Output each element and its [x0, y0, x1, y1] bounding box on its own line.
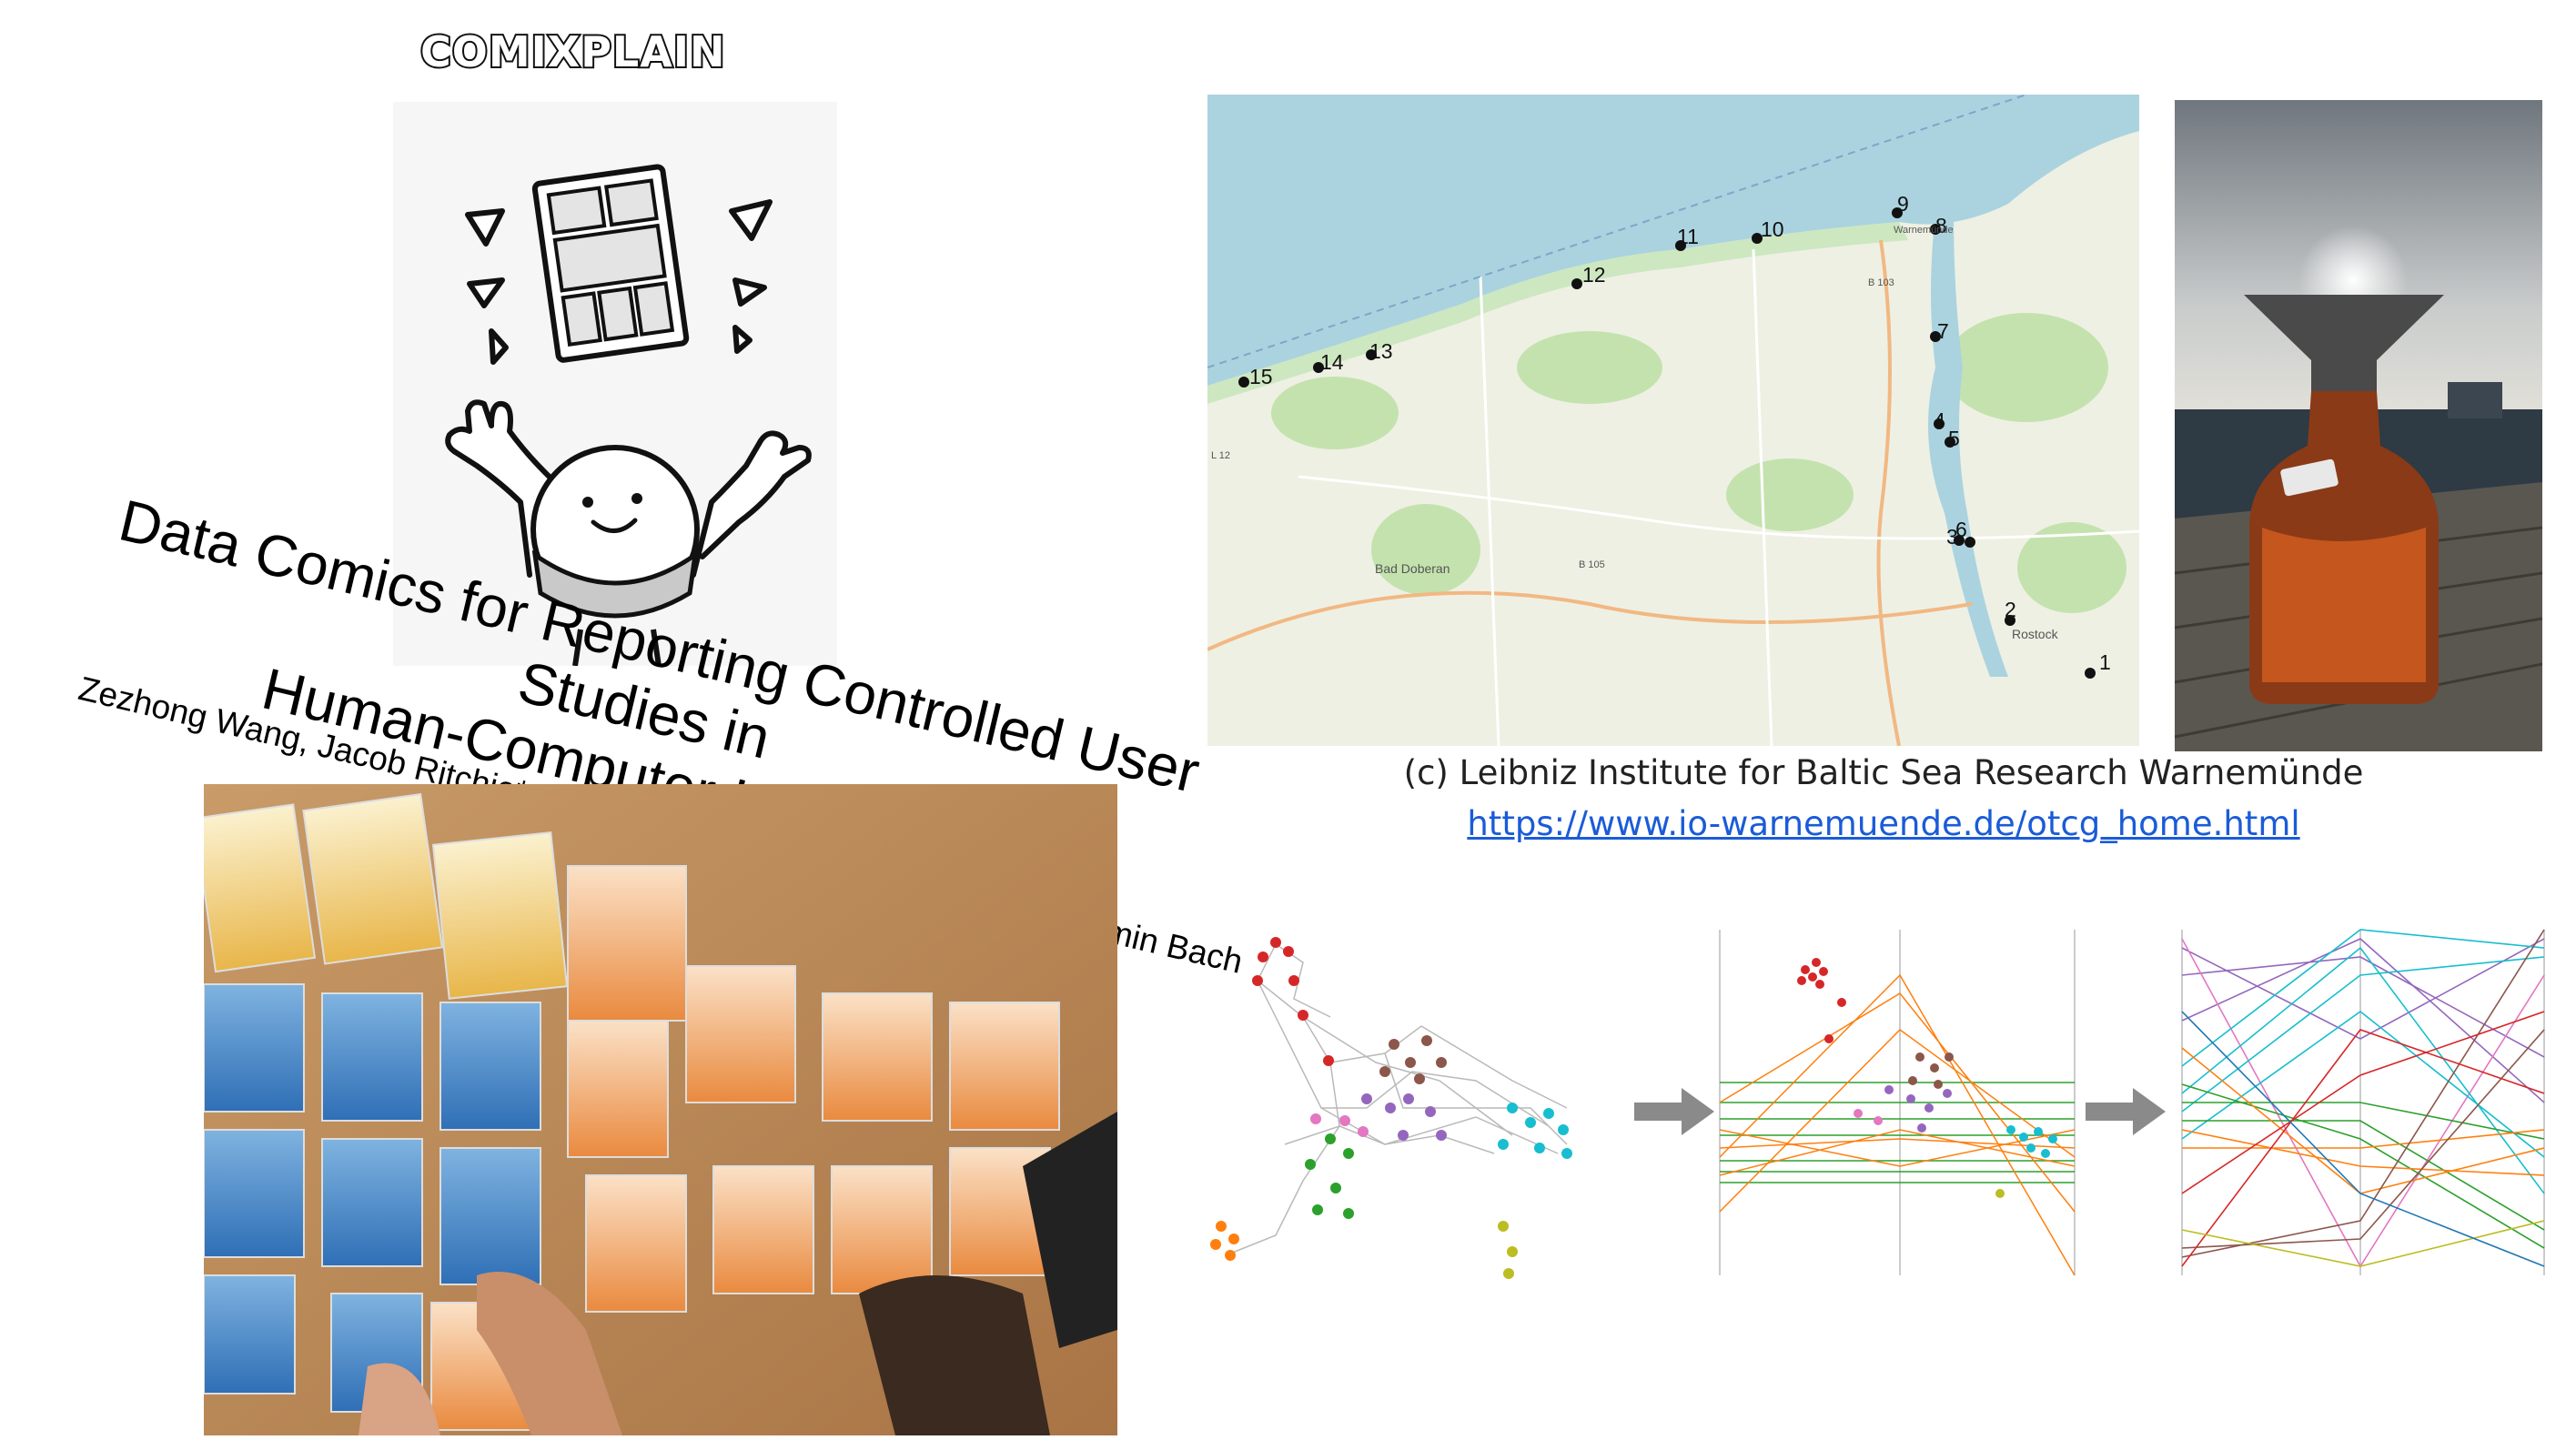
parallel-scatter-visualization — [1711, 921, 2084, 1284]
comixplain-logo: COMIXPLAIN — [419, 25, 726, 78]
station-label-12: 12 — [1582, 263, 1606, 287]
station-label-2: 2 — [2005, 598, 2016, 621]
comic-illustration — [393, 102, 837, 667]
station-label-8: 8 — [1935, 214, 1947, 237]
place-label-b105: B 105 — [1579, 559, 1605, 570]
place-label-l12: L 12 — [1211, 450, 1230, 461]
network-nodes — [1210, 937, 1572, 1279]
station-label-11: 11 — [1677, 225, 1699, 248]
bottle-photo-image — [2175, 100, 2542, 751]
station-label-6: 6 — [1955, 518, 1967, 541]
network-visualization-image — [1210, 937, 1572, 1279]
network-visualization — [1203, 926, 1594, 1290]
station-label-7: 7 — [1937, 319, 1949, 343]
place-label-warnemuende: Warnemünde — [1894, 225, 1954, 236]
place-label-b103: B 103 — [1868, 277, 1894, 288]
place-label-bad-doberan: Bad Doberan — [1375, 561, 1450, 576]
place-label-rostock: Rostock — [2012, 627, 2059, 641]
station-label-9: 9 — [1897, 192, 1909, 216]
parallel-scatter-visualization-image — [1719, 930, 2076, 1276]
parallel-coordinates-visualization-image — [2181, 929, 2545, 1275]
bottle-photo — [2175, 100, 2542, 751]
cards-photo — [204, 784, 1117, 1435]
right-arrow-icon — [1634, 1088, 1714, 1135]
station-label-4: 4 — [1934, 408, 1945, 432]
credit-link[interactable]: https://www.io-warnemuende.de/otcg_home.… — [1467, 804, 2300, 843]
right-arrow-icon — [2086, 1088, 2166, 1135]
station-label-10: 10 — [1761, 217, 1784, 241]
station-label-5: 5 — [1948, 427, 1960, 450]
station-label-1: 1 — [2099, 650, 2111, 674]
station-label-3: 3 — [1946, 525, 1958, 549]
station-map: 1 2 3 4 5 6 7 8 9 10 11 12 13 14 15 Bad … — [1207, 95, 2139, 746]
station-label-14: 14 — [1320, 350, 1344, 374]
station-label-13: 13 — [1369, 339, 1393, 363]
parallel-coordinates-visualization — [2173, 921, 2555, 1284]
station-label-15: 15 — [1249, 365, 1273, 388]
station-map-image: 1 2 3 4 5 6 7 8 9 10 11 12 13 14 15 Bad … — [1207, 95, 2139, 746]
image-credit: (c) Leibniz Institute for Baltic Sea Res… — [1403, 753, 2364, 792]
comic-character-icon — [445, 164, 812, 667]
cards-photo-image — [204, 784, 1117, 1435]
